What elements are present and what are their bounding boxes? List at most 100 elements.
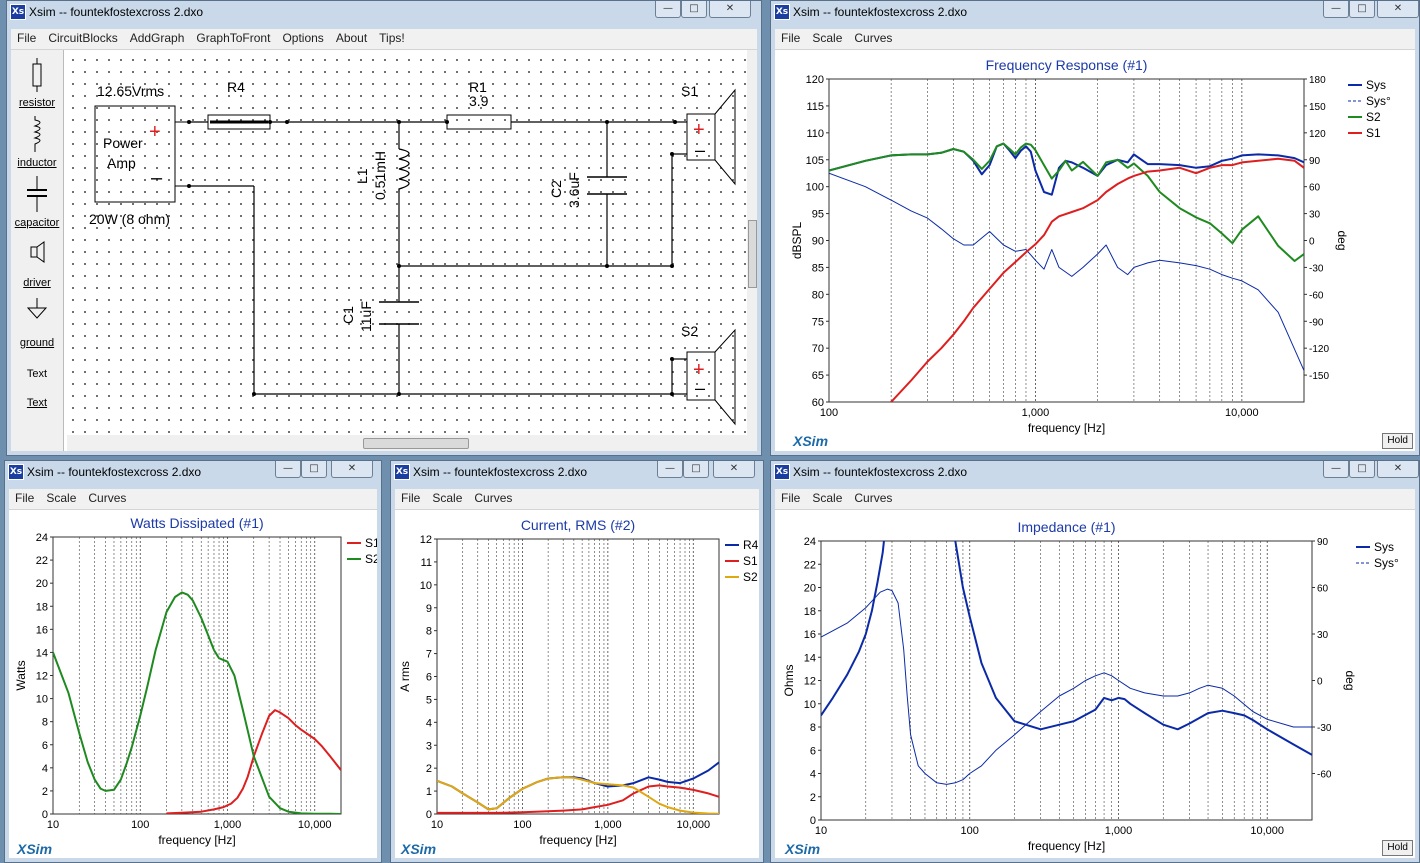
series-line-s2 [829, 142, 1304, 262]
maximize-button[interactable]: □ [681, 1, 707, 18]
series-group [829, 142, 1304, 402]
close-button[interactable]: ✕ [331, 461, 373, 478]
title-bar[interactable]: Xs Xsim -- fountekfostexcross 2.dxo — □ … [5, 461, 381, 483]
y-tick-label: 12 [804, 676, 816, 688]
s1-label: S1 [681, 83, 698, 99]
menu-add-graph[interactable]: AddGraph [129, 31, 185, 45]
tool-text[interactable]: Text [26, 368, 48, 380]
minimize-button[interactable]: — [275, 461, 301, 478]
menu-options[interactable]: Options [282, 31, 324, 45]
y-tick-label: 11 [421, 557, 432, 569]
tool-capacitor[interactable]: capacitor [14, 217, 60, 229]
maximize-button[interactable]: □ [1349, 1, 1375, 18]
c1-label: C1 [340, 306, 356, 324]
x-tick-label: 1,000 [214, 819, 242, 831]
tool-driver[interactable]: driver [23, 277, 51, 289]
y-axis-label: dBSPL [790, 221, 804, 259]
menu-scale[interactable]: Scale [432, 491, 463, 505]
capacitor-c1[interactable]: C1 11uF [340, 301, 419, 332]
horizontal-scrollbar[interactable] [67, 435, 747, 451]
menu-scale[interactable]: Scale [812, 31, 843, 45]
amp-minus: – [151, 167, 163, 189]
title-bar[interactable]: Xs Xsim -- fountekfostexcross 2.dxo — □ … [391, 461, 763, 483]
inductor-icon[interactable] [29, 116, 47, 152]
menu-about[interactable]: About [335, 31, 368, 45]
vscroll-thumb[interactable] [748, 220, 757, 288]
vertical-scrollbar[interactable] [747, 50, 757, 451]
menu-file[interactable]: File [781, 491, 801, 505]
maximize-button[interactable]: □ [301, 461, 327, 478]
x-tick-label: 10,000 [1250, 825, 1284, 837]
series-group [53, 591, 341, 814]
ground-icon[interactable] [27, 298, 47, 324]
y-tick-label: 1 [426, 786, 432, 798]
y-tick-label: 75 [812, 316, 824, 328]
legend-label: Sys° [1374, 556, 1399, 570]
menu-scale[interactable]: Scale [812, 491, 843, 505]
y-axis-label: Watts [14, 660, 28, 690]
resistor-r4[interactable]: R4 [207, 79, 271, 130]
menu-bar: File Scale Curves [395, 489, 759, 510]
tool-resistor[interactable]: resistor [18, 97, 56, 109]
close-button[interactable]: ✕ [713, 461, 755, 478]
y2-tick-label: 90 [1317, 537, 1329, 548]
minimize-button[interactable]: — [1323, 461, 1349, 478]
menu-tips[interactable]: Tips! [379, 31, 405, 45]
menu-curves[interactable]: Curves [854, 491, 893, 505]
menu-graph-to-front[interactable]: GraphToFront [196, 31, 271, 45]
title-bar[interactable]: Xs Xsim -- fountekfostexcross 2.dxo — □ … [771, 461, 1419, 483]
y-axis-label: A rms [398, 661, 412, 692]
close-button[interactable]: ✕ [1377, 1, 1419, 18]
driver-s1[interactable]: + – S1 [681, 83, 736, 186]
tool-inductor[interactable]: inductor [17, 157, 57, 169]
y2-tick-label: -60 [1309, 290, 1324, 301]
minimize-button[interactable]: — [655, 1, 681, 18]
capacitor-icon[interactable] [25, 176, 49, 212]
hold-button[interactable]: Hold [1382, 840, 1413, 856]
chart-title: Impedance (#1) [1017, 519, 1115, 535]
close-button[interactable]: ✕ [1377, 461, 1419, 478]
y-tick-label: 105 [806, 155, 824, 167]
series-line-sys [829, 142, 1304, 196]
close-button[interactable]: ✕ [709, 1, 751, 18]
driver-icon[interactable] [29, 240, 47, 264]
minimize-button[interactable]: — [657, 461, 683, 478]
menu-file[interactable]: File [15, 491, 35, 505]
y-tick-label: 20 [36, 578, 48, 590]
hscroll-thumb[interactable] [363, 438, 469, 449]
minimize-button[interactable]: — [1323, 1, 1349, 18]
xsim-logo: XSim [16, 841, 52, 857]
maximize-button[interactable]: □ [683, 461, 709, 478]
hold-button[interactable]: Hold [1382, 433, 1413, 449]
menu-curves[interactable]: Curves [474, 491, 513, 505]
resistor-r1[interactable]: R1 3.9 [446, 79, 512, 130]
y-tick-label: 2 [42, 786, 48, 798]
capacitor-c2[interactable]: C2 3.6uF [548, 172, 627, 208]
power-amp[interactable]: + – Power Amp [94, 105, 176, 203]
inductor-l1[interactable]: L1 0.51mH [354, 148, 410, 200]
maximize-button[interactable]: □ [1349, 461, 1375, 478]
schematic-canvas[interactable]: + – Power Amp 12.65Vrms 20W (8 ohm) R4 R… [67, 54, 747, 433]
menu-curves[interactable]: Curves [854, 31, 893, 45]
legend-label: S2 [743, 570, 758, 584]
window-title: Xsim -- fountekfostexcross 2.dxo [27, 465, 202, 479]
y-tick-label: 22 [36, 555, 48, 567]
menu-file[interactable]: File [401, 491, 421, 505]
y-tick-label: 115 [806, 101, 824, 113]
tool-ground[interactable]: ground [19, 337, 55, 349]
driver-s2[interactable]: + – S2 [681, 323, 736, 426]
menu-file[interactable]: File [17, 31, 37, 45]
title-bar[interactable]: Xs Xsim -- fountekfostexcross 2.dxo — □ … [7, 1, 761, 23]
title-bar[interactable]: Xs Xsim -- fountekfostexcross 2.dxo — □ … [771, 1, 1419, 23]
menu-circuit-blocks[interactable]: CircuitBlocks [48, 31, 118, 45]
menu-curves[interactable]: Curves [88, 491, 127, 505]
window-title: Xsim -- fountekfostexcross 2.dxo [29, 5, 204, 19]
menu-file[interactable]: File [781, 31, 801, 45]
resistor-icon[interactable] [29, 58, 45, 92]
r4-label: R4 [227, 79, 245, 95]
menu-scale[interactable]: Scale [46, 491, 77, 505]
tool-text-label[interactable]: Text [26, 397, 48, 409]
legend-label: S2 [365, 552, 377, 566]
y-tick-label: 12 [420, 534, 432, 546]
